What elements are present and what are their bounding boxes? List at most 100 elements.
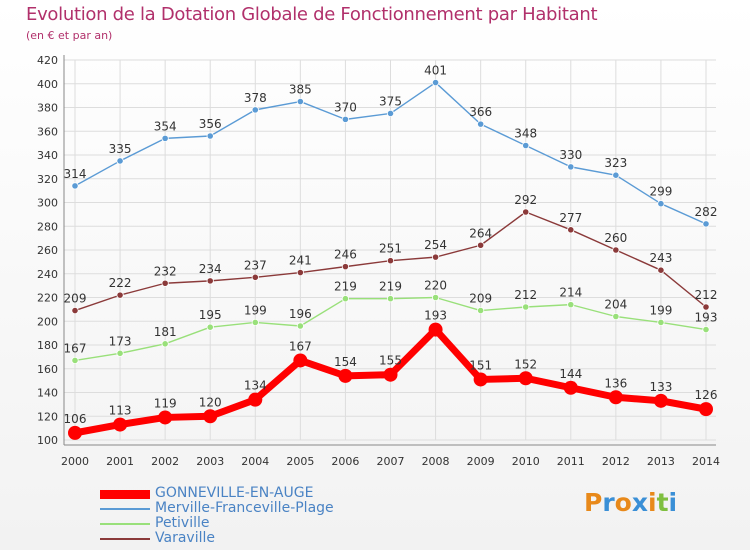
data-label: 348: [514, 127, 537, 141]
y-tick-label: 380: [37, 102, 58, 115]
data-point: [341, 295, 350, 303]
chart-subtitle: (en € et par an): [26, 29, 113, 42]
data-label: 219: [379, 280, 402, 294]
x-tick-label: 2007: [377, 455, 405, 468]
data-label: 232: [154, 264, 177, 278]
data-point: [518, 371, 533, 386]
legend-label: Merville-Franceville-Plage: [155, 500, 334, 516]
data-label: 151: [469, 358, 492, 372]
y-tick-label: 400: [37, 78, 58, 91]
data-label: 335: [109, 142, 132, 156]
data-point: [251, 106, 259, 114]
legend-label: GONNEVILLE-EN-AUGE: [155, 485, 314, 501]
data-label: 356: [199, 117, 222, 131]
data-point: [203, 409, 218, 424]
x-tick-label: 2014: [692, 455, 720, 468]
legend-label: Petiville: [155, 515, 210, 531]
data-label: 241: [289, 254, 312, 268]
data-label: 173: [109, 334, 132, 348]
data-label: 152: [514, 357, 537, 371]
data-point: [608, 390, 623, 405]
x-tick-label: 2009: [467, 455, 495, 468]
data-label: 375: [379, 94, 402, 108]
y-tick-label: 200: [37, 315, 58, 328]
data-label: 154: [334, 355, 357, 369]
data-point: [522, 141, 530, 150]
proxiti-logo: Proxiti: [584, 488, 678, 517]
data-point: [338, 368, 353, 383]
x-tick-label: 2006: [331, 455, 359, 468]
data-point: [477, 306, 485, 315]
legend-swatch: [100, 508, 150, 510]
legend-swatch: [100, 489, 150, 499]
y-tick-label: 280: [37, 220, 58, 233]
data-label: 134: [244, 379, 267, 393]
data-label: 212: [695, 288, 718, 302]
x-tick-label: 2002: [151, 455, 179, 468]
data-point: [477, 241, 485, 249]
y-tick-label: 140: [37, 387, 58, 400]
y-tick-label: 160: [37, 363, 58, 376]
data-label: 155: [379, 354, 402, 368]
x-tick-label: 2010: [512, 455, 540, 468]
data-label: 199: [244, 303, 267, 317]
data-point: [699, 402, 713, 417]
data-label: 260: [604, 231, 627, 245]
data-point: [386, 295, 395, 303]
data-label: 133: [649, 380, 672, 394]
x-tick-label: 2003: [196, 455, 224, 468]
data-label: 292: [514, 193, 537, 207]
legend-swatch: [100, 538, 150, 540]
data-label: 254: [424, 238, 447, 252]
data-point: [567, 163, 575, 171]
data-point: [71, 306, 79, 315]
data-point: [113, 417, 128, 432]
x-tick-label: 2001: [106, 455, 134, 468]
data-point: [116, 157, 124, 165]
data-point: [653, 393, 668, 408]
data-label: 196: [289, 307, 312, 321]
data-point: [341, 263, 350, 271]
data-label: 354: [154, 119, 177, 133]
data-point: [71, 182, 79, 190]
chart-title: Evolution de la Dotation Globale de Fonc…: [26, 4, 598, 25]
x-tick-label: 2005: [286, 455, 314, 468]
x-tick-label: 2008: [422, 455, 450, 468]
data-point: [657, 266, 665, 274]
data-point: [383, 367, 398, 382]
data-point: [206, 323, 214, 331]
data-point: [161, 340, 169, 348]
y-tick-label: 180: [37, 339, 58, 352]
data-point: [563, 380, 578, 395]
data-label: 323: [604, 156, 627, 170]
data-label: 204: [604, 298, 627, 312]
data-label: 136: [604, 376, 627, 390]
data-label: 222: [109, 276, 132, 290]
data-label: 219: [334, 280, 357, 294]
x-tick-label: 2013: [647, 455, 675, 468]
data-label: 251: [379, 242, 402, 256]
data-point: [71, 356, 79, 365]
data-label: 209: [64, 292, 87, 306]
data-label: 181: [154, 325, 177, 339]
data-point: [522, 303, 530, 311]
data-point: [116, 291, 124, 299]
data-point: [68, 425, 82, 440]
data-label: 243: [649, 251, 672, 265]
data-point: [251, 318, 259, 327]
data-point: [431, 78, 440, 87]
data-label: 193: [695, 311, 718, 325]
data-point: [431, 293, 440, 302]
data-point: [293, 353, 308, 368]
data-point: [296, 268, 304, 277]
data-point: [567, 226, 575, 234]
data-label: 193: [424, 309, 447, 323]
data-point: [657, 318, 665, 327]
data-point: [386, 257, 395, 265]
data-point: [567, 301, 575, 309]
y-tick-label: 100: [37, 434, 58, 447]
data-label: 167: [289, 339, 312, 353]
data-point: [206, 277, 214, 285]
data-label: 120: [199, 395, 222, 409]
